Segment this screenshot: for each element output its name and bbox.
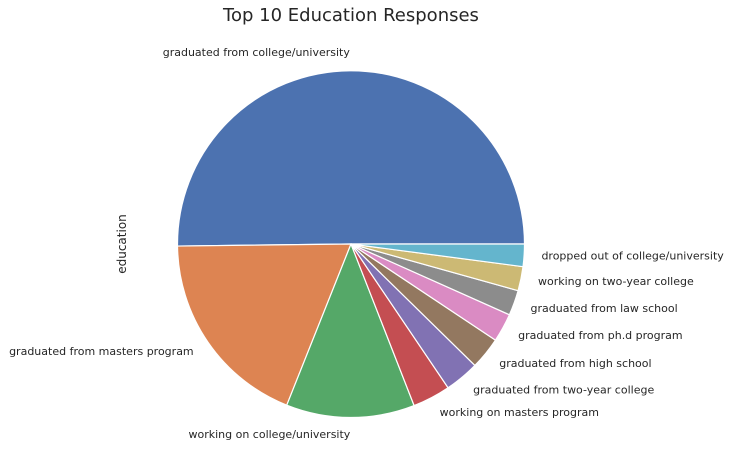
pie-slices <box>176 70 526 419</box>
pie-slice-label-4: working on masters program <box>440 406 599 419</box>
y-axis-label: education <box>115 214 129 274</box>
pie-slice-label-5: graduated from two-year college <box>473 384 654 397</box>
pie-slice-10 <box>350 243 526 268</box>
pie-slice-label-3: working on college/university <box>188 428 350 441</box>
pie-slice-1 <box>176 70 526 247</box>
pie-slice-label-10: dropped out of college/university <box>541 249 724 262</box>
pie-slice-label-1: graduated from college/university <box>163 46 351 59</box>
chart-title: Top 10 Education Responses <box>222 5 479 26</box>
pie-slice-label-7: graduated from ph.d program <box>518 329 682 342</box>
pie-slice-label-2: graduated from masters program <box>9 345 194 358</box>
pie-slice-label-9: working on two-year college <box>538 275 694 288</box>
pie-slice-label-8: graduated from law school <box>531 302 678 315</box>
pie-slice-3 <box>286 243 415 419</box>
pie-slice-2 <box>176 243 352 406</box>
pie-labels: graduated from college/university graduat… <box>9 46 724 441</box>
pie-slice-label-6: graduated from high school <box>499 357 651 370</box>
